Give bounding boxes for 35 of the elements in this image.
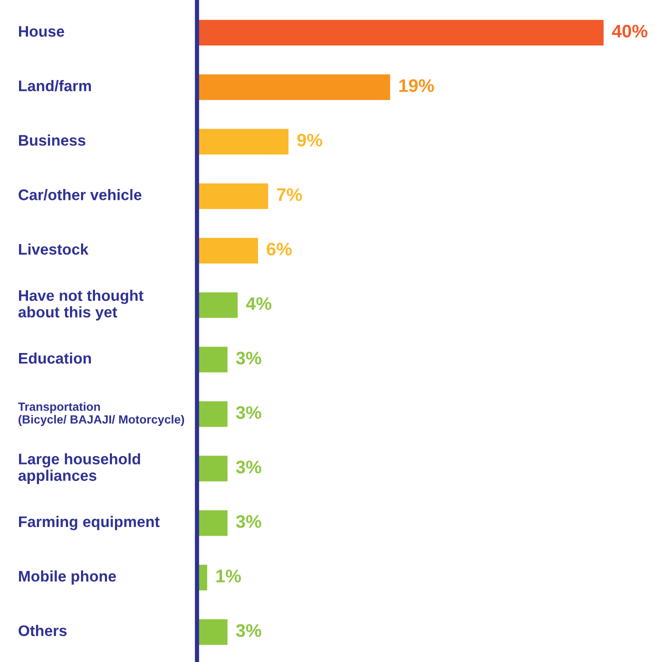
bar (197, 401, 228, 427)
data-label: 40% (612, 24, 648, 38)
y-tick-label: Land/farm (19, 80, 91, 92)
bar (197, 619, 228, 645)
data-label: 19% (399, 79, 434, 92)
bar (197, 20, 604, 46)
data-label: 3% (236, 406, 262, 419)
bar (197, 510, 228, 536)
bar (197, 456, 228, 482)
y-tick-label: Transportation (Bicycle/ BAJAJI/ Motorcycle) (18, 402, 184, 426)
data-label: 3% (236, 352, 262, 364)
y-tick-label: Others (18, 624, 67, 636)
y-tick-label: Farming equipment (19, 516, 160, 530)
bar (197, 346, 228, 372)
y-tick-label: Mobile phone (19, 570, 116, 585)
bar (197, 183, 268, 209)
data-label: 6% (266, 242, 292, 256)
data-label: 1% (216, 570, 241, 582)
bar (197, 74, 390, 100)
y-tick-label: Business (19, 134, 86, 146)
data-label: 7% (277, 188, 302, 201)
data-label: 4% (246, 297, 272, 310)
y-tick-label: Livestock (19, 244, 88, 255)
bar (197, 238, 258, 264)
y-tick-label: Education (19, 352, 91, 364)
y-tick-label: Large household appliances (18, 453, 140, 484)
bar (197, 128, 288, 154)
bar (197, 292, 238, 318)
data-label: 3% (236, 460, 262, 474)
data-label: 3% (236, 515, 262, 528)
data-label: 9% (297, 134, 322, 147)
data-label: 3% (236, 624, 262, 637)
y-tick-label: House (19, 26, 64, 37)
y-tick-label: Have not thought about this yet (18, 290, 144, 320)
y-tick-label: Car/other vehicle (18, 189, 142, 200)
